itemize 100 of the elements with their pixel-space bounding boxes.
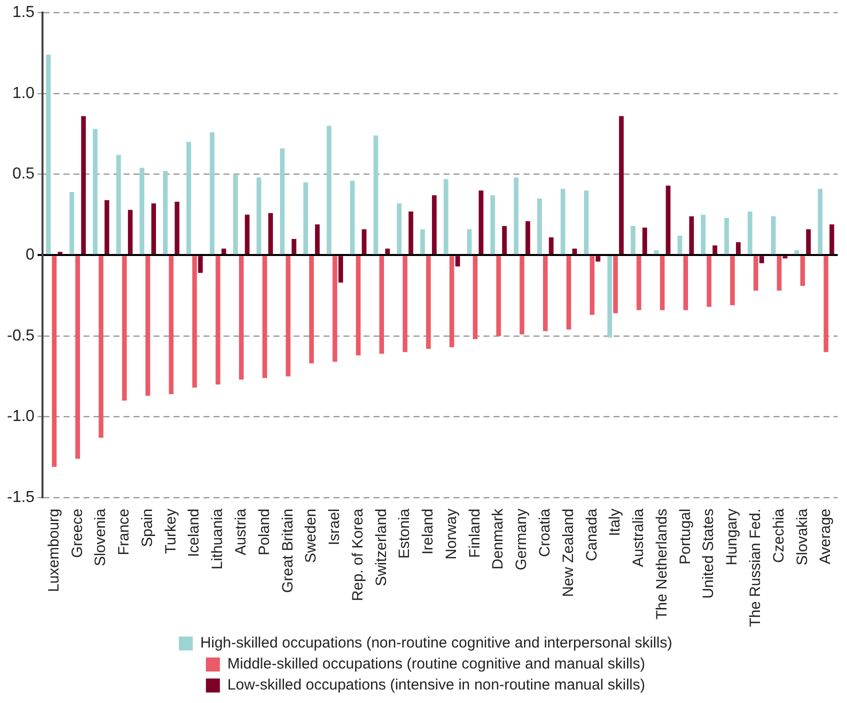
bar: [472, 256, 478, 340]
bar: [221, 248, 226, 254]
x-tick-label: The Russian Fed.: [746, 508, 764, 627]
bar: [467, 229, 472, 254]
bar: [233, 174, 238, 254]
bar: [286, 256, 290, 376]
x-tick-label: New Zealand: [560, 508, 577, 597]
x-tick-label: Croatia: [536, 508, 554, 557]
bar: [759, 256, 764, 264]
x-tick-label: The Netherlands: [653, 508, 670, 620]
bar: [520, 256, 524, 334]
bar: [75, 256, 80, 459]
bar: [514, 178, 518, 254]
bar: [496, 256, 501, 336]
x-tick-label: Italy: [606, 508, 624, 536]
bar: [830, 224, 834, 254]
bar: [689, 216, 694, 254]
x-tick-label: United States: [700, 508, 718, 599]
bar: [332, 256, 338, 362]
bar: [566, 256, 572, 330]
y-tick-label: 0.5: [12, 166, 35, 183]
bar: [432, 195, 437, 254]
bar: [455, 256, 460, 266]
bar: [706, 256, 712, 307]
bar: [338, 256, 344, 283]
x-tick-label: Germany: [513, 508, 530, 570]
bar: [52, 256, 57, 467]
bar: [309, 256, 314, 364]
bar: [81, 116, 86, 254]
y-tick-label: 1.0: [12, 84, 35, 102]
bar: [584, 190, 589, 254]
bar: [619, 116, 624, 254]
bar: [216, 256, 220, 384]
x-tick-label: France: [116, 508, 133, 556]
bar: [46, 54, 51, 254]
bar: [168, 256, 174, 394]
x-tick-label: Portugal: [676, 508, 694, 564]
x-tick-label: Czechia: [770, 508, 788, 563]
x-tick-label: Luxembourg: [45, 508, 62, 592]
y-tick-label: -1.5: [6, 489, 35, 506]
x-tick-label: Slovakia: [794, 508, 811, 566]
bar: [174, 202, 180, 254]
bar: [560, 188, 566, 254]
y-tick-label: 1.5: [12, 4, 35, 22]
x-tick-label: Great Britain: [279, 508, 296, 593]
bar: [543, 256, 548, 332]
x-tick-label: Hungary: [724, 508, 741, 566]
bar: [724, 218, 729, 254]
bar: [379, 256, 384, 354]
bar: [700, 214, 706, 254]
bar: [116, 154, 121, 254]
x-tick-label: Ireland: [420, 508, 437, 554]
bar: [537, 198, 542, 254]
x-tick-label: Austria: [232, 508, 250, 556]
bar: [666, 186, 670, 254]
bar: [678, 236, 682, 254]
bar: [122, 256, 127, 401]
y-tick-label: -0.5: [6, 327, 35, 344]
x-tick-label: Sweden: [302, 508, 320, 563]
bar: [683, 256, 688, 310]
x-tick-label: Spain: [138, 508, 156, 547]
bar: [748, 211, 752, 254]
bar: [590, 256, 594, 315]
bar: [596, 256, 600, 262]
bar: [104, 200, 110, 254]
bar: [303, 182, 308, 254]
bar: [490, 195, 496, 254]
x-tick-label: Greece: [68, 508, 86, 558]
bar: [449, 256, 454, 348]
bar: [818, 188, 822, 254]
bar: [426, 256, 431, 349]
x-tick-label: Rep. of Korea: [349, 508, 366, 602]
bar: [776, 256, 782, 291]
bar: [280, 148, 285, 254]
bar: [128, 210, 133, 254]
bar: [163, 171, 168, 254]
bar: [478, 190, 484, 254]
x-tick-label: Slovenia: [92, 508, 110, 566]
bar: [572, 248, 577, 254]
x-tick-label: Israel: [326, 508, 344, 546]
x-tick-label: Lithuania: [209, 508, 226, 570]
x-tick-label: Turkey: [162, 508, 180, 554]
x-tick-label: Canada: [583, 508, 600, 562]
bar: [712, 245, 718, 254]
bar: [613, 256, 618, 314]
bar: [444, 179, 448, 254]
x-tick-label: Poland: [256, 508, 273, 556]
x-tick-label: Australia: [630, 508, 648, 567]
bar: [356, 256, 361, 356]
bar: [800, 256, 805, 286]
bar: [408, 211, 414, 254]
x-tick-label: Iceland: [186, 508, 203, 557]
bar: [92, 129, 98, 254]
bar: [736, 242, 741, 254]
bar: [151, 203, 156, 254]
bar: [660, 256, 665, 310]
x-tick-label: Average: [817, 508, 834, 564]
bar: [824, 256, 828, 352]
bar: [145, 256, 150, 396]
bar: [244, 214, 250, 254]
